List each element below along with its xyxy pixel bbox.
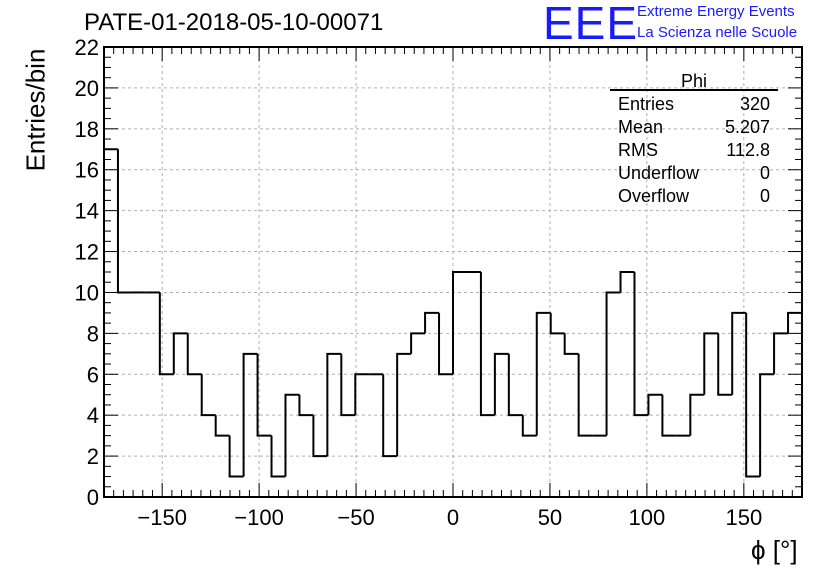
logo-line-2: La Scienza nelle Scuole [637,24,798,41]
histogram-bin [605,291,621,436]
eee-logo-mark: EEE [543,0,639,49]
y-tick-label: 14 [75,199,99,224]
y-tick-label: 0 [87,485,99,510]
histogram-bin [410,332,426,354]
y-tick-label: 10 [75,280,99,305]
stats-value: 0 [760,163,770,183]
histogram-bin [479,272,495,417]
histogram-bin [689,393,705,436]
y-tick-label: 8 [87,321,99,346]
histogram-bin [186,333,202,376]
histogram-bin [619,271,635,293]
stats-label: Overflow [618,186,690,206]
x-tick-label: −50 [337,505,374,530]
histogram-bin [745,312,761,478]
y-tick-label: 2 [87,444,99,469]
histogram-bin [647,393,663,416]
y-tick-label: 22 [75,35,99,60]
histogram-bin [298,394,314,417]
histogram-bin [382,374,398,458]
stats-label: Entries [618,94,674,114]
histogram-bin [396,352,412,457]
histogram-bin [438,312,453,376]
histogram-bin [507,353,523,417]
histogram-bin [731,311,747,395]
x-tick-label: −100 [234,505,284,530]
x-tick-label: −150 [137,505,187,530]
histogram-bin [773,332,789,375]
histogram-bin [549,312,565,335]
histogram-bin [424,311,440,334]
chart-title: PATE-01-2018-05-10-00071 [84,9,384,36]
histogram-bin [521,415,537,437]
y-tick-label: 4 [87,403,99,428]
histogram-bin [535,311,551,436]
histogram-bin [452,271,467,375]
x-tick-label: 100 [629,505,666,530]
stats-label: Mean [618,117,663,137]
histogram-bin [214,415,230,437]
histogram-bin [172,332,188,375]
histogram-bin [284,393,300,477]
x-tick-label: 150 [725,505,762,530]
stats-title: Phi [681,71,707,91]
stats-value: 320 [740,94,770,114]
x-tick-label: 0 [447,505,459,530]
stats-label: Underflow [618,163,700,183]
stats-label: RMS [618,140,658,160]
histogram-bin [493,352,509,416]
stats-box: Phi Entries 320 Mean 5.207 RMS 112.8 Underflow 0… [610,71,778,206]
histogram-bin [228,435,244,478]
histogram-bin [661,394,677,437]
stats-value: 0 [760,186,770,206]
histogram-bin [200,374,216,417]
tick-layer [104,46,802,498]
histogram-bin [312,415,328,458]
histogram-bin [116,149,132,294]
x-axis-label: ϕ [°] [751,535,798,565]
histogram-bin [577,353,593,437]
y-tick-label: 18 [75,117,99,142]
logo-line-1: Extreme Energy Events [637,3,795,20]
y-tick-label: 12 [75,240,99,265]
histogram-bin [633,272,649,417]
histogram-bin [256,353,272,437]
histogram-bin [242,352,258,477]
histogram-bin [717,333,733,396]
histogram-bin [354,373,370,416]
tick-label-layer: −150 −100 −50 0 50 100 150 0 2 4 6 8 10 12 14 16 18 20 22 [75,35,763,530]
histogram-bin [703,332,719,395]
stats-value: 5.207 [725,117,770,137]
histogram-bin [759,373,775,477]
histogram-bin [326,352,342,457]
histogram-bin [270,435,286,478]
x-tick-label: 50 [538,505,562,530]
y-tick-label: 16 [75,158,99,183]
histogram-bin [563,333,579,355]
histogram-bin [340,353,356,417]
histogram-bin [158,292,174,376]
y-tick-label: 6 [87,362,99,387]
y-axis-label: Entries/bin [20,48,51,172]
y-tick-label: 20 [75,76,99,101]
stats-value: 112.8 [726,140,770,160]
